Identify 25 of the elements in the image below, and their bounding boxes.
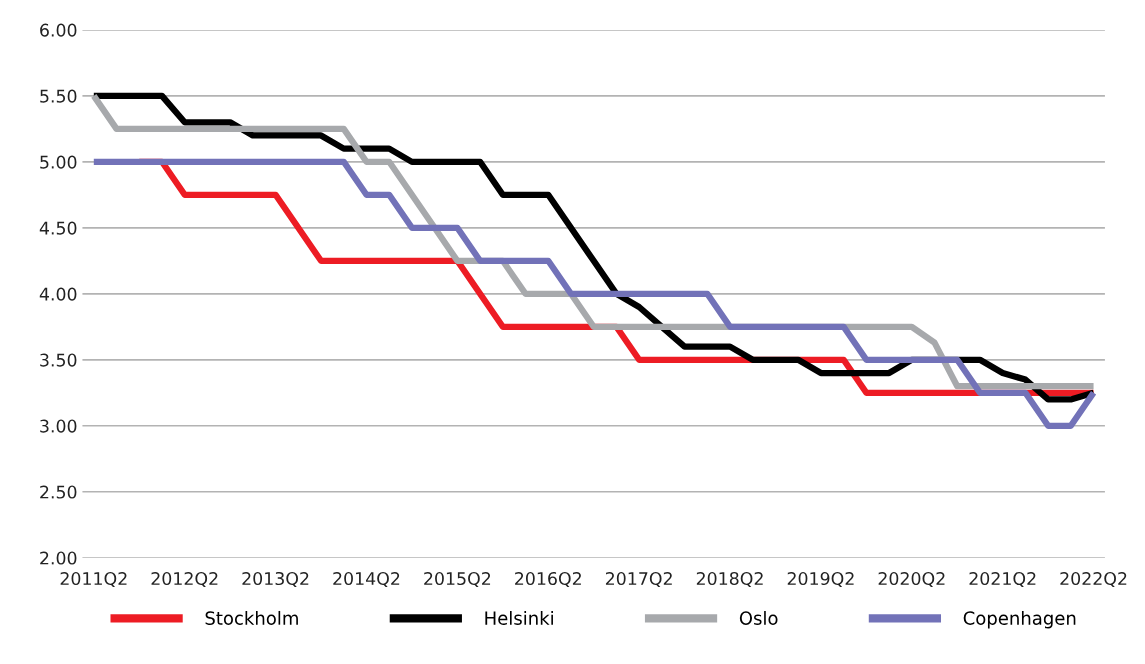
y-tick-label: 2.00 — [40, 551, 77, 565]
y-tick-label: 3.00 — [40, 419, 77, 433]
y-tick-label: 4.00 — [39, 287, 77, 301]
x-tick-label: 2022Q2 — [1060, 571, 1127, 588]
x-tick-label: 2013Q2 — [242, 571, 309, 588]
x-tick-label: 2020Q2 — [878, 571, 945, 588]
x-tick-label: 2015Q2 — [424, 571, 491, 588]
x-tick-label: 2018Q2 — [696, 571, 763, 588]
y-tick-label: 4.50 — [39, 221, 77, 235]
y-tick-label: 5.50 — [40, 89, 77, 103]
y-tick-label: 6.00 — [40, 23, 77, 37]
legend-label: Oslo — [739, 610, 778, 625]
legend-label: Copenhagen — [963, 610, 1076, 629]
y-tick-label: 5.00 — [40, 155, 77, 169]
y-tick-label: 2.50 — [40, 485, 77, 499]
legend-label: Stockholm — [205, 610, 298, 625]
x-tick-label: 2021Q2 — [969, 571, 1036, 588]
x-tick-label: 2016Q2 — [515, 571, 581, 588]
x-tick-label: 2017Q2 — [605, 571, 672, 588]
legend-label: Helsinki — [485, 610, 553, 625]
x-tick-label: 2011Q2 — [60, 571, 127, 588]
x-tick-label: 2019Q2 — [787, 571, 854, 588]
y-tick-label: 3.50 — [40, 353, 77, 367]
x-tick-label: 2014Q2 — [333, 571, 400, 588]
x-tick-label: 2012Q2 — [151, 571, 218, 588]
